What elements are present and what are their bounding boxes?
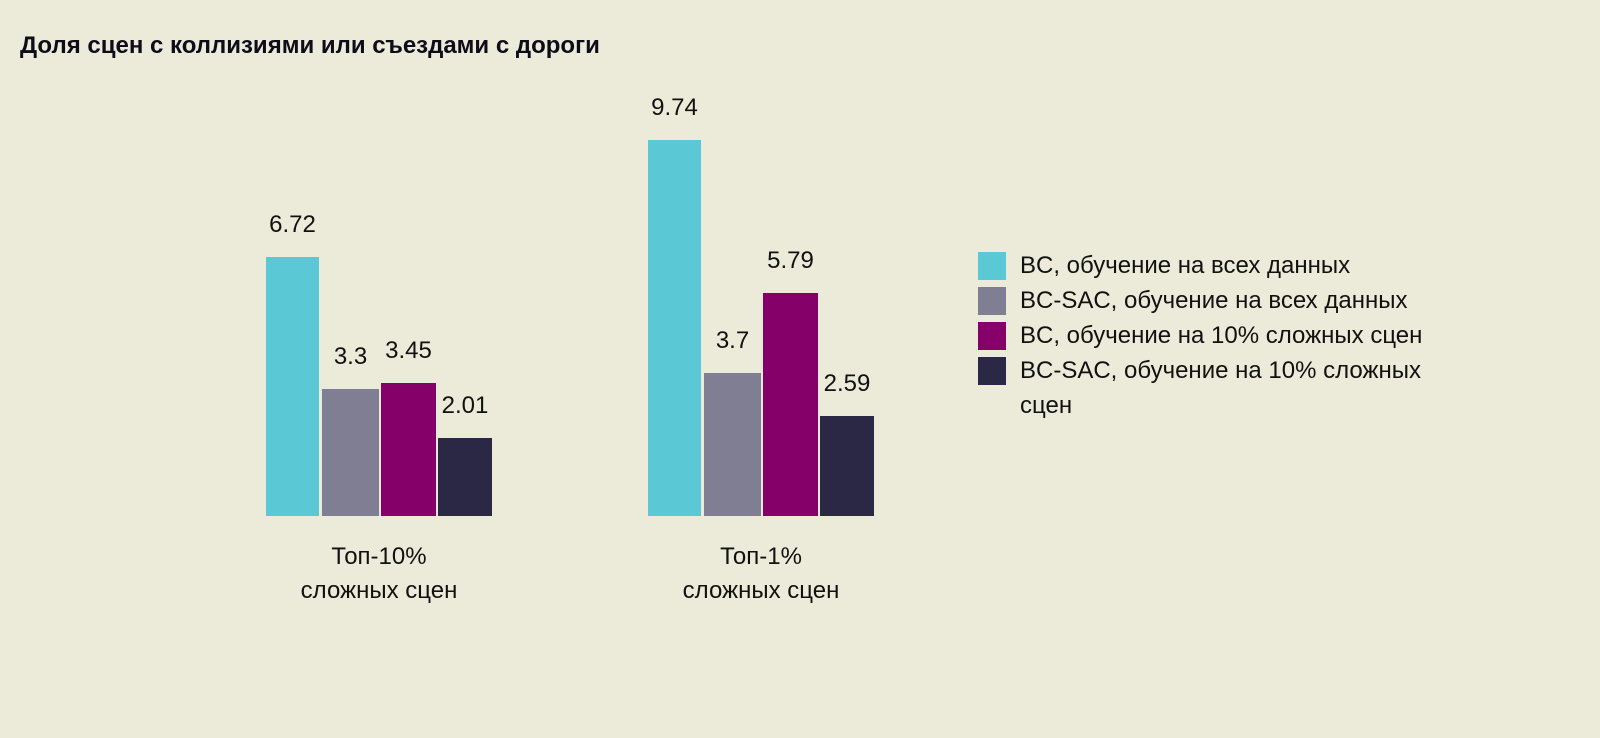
bar [438,438,492,516]
legend-item: BC-SAC, обучение на всех данных [978,283,1438,318]
bar [820,416,874,516]
legend-label: BC, обучение на 10% сложных сцен [1020,322,1423,349]
data-label: 9.74 [651,94,698,122]
category-label: Топ-1% сложных сцен [631,540,891,608]
legend-item: BC, обучение на 10% сложных сцен [978,318,1438,353]
category-label-line: сложных сцен [682,577,840,604]
data-label: 2.01 [441,392,489,420]
legend-swatch [978,252,1006,280]
data-label: 2.59 [823,370,871,398]
bar [381,382,436,516]
category-label-line: сложных сцен [300,577,458,604]
bar [648,140,701,516]
data-label: 3.45 [385,336,432,364]
legend: BC, обучение на всех данных BC-SAC, обуче… [978,248,1438,423]
legend-label: BC-SAC, обучение на 10% сложных сцен [1020,357,1421,419]
legend-item: BC, обучение на всех данных [978,248,1438,283]
category-label: Топ-10% сложных сцен [249,540,509,608]
category-label-line: Топ-1% [720,543,802,570]
legend-item: BC-SAC, обучение на 10% сложных сцен [978,353,1438,423]
bar [266,256,319,516]
chart-title: Доля сцен с коллизиями или съездами с до… [20,32,600,59]
data-label: 3.3 [333,342,368,370]
category-label-line: Топ-10% [331,543,427,570]
legend-label: BC-SAC, обучение на всех данных [1020,287,1408,314]
data-label: 5.79 [767,246,814,274]
bar [763,292,818,516]
legend-swatch [978,357,1006,385]
legend-label: BC, обучение на всех данных [1020,252,1351,279]
legend-swatch [978,287,1006,315]
data-label: 6.72 [269,210,316,238]
bar [704,373,761,516]
data-label: 3.7 [715,327,750,355]
legend-swatch [978,322,1006,350]
bar [322,388,379,516]
